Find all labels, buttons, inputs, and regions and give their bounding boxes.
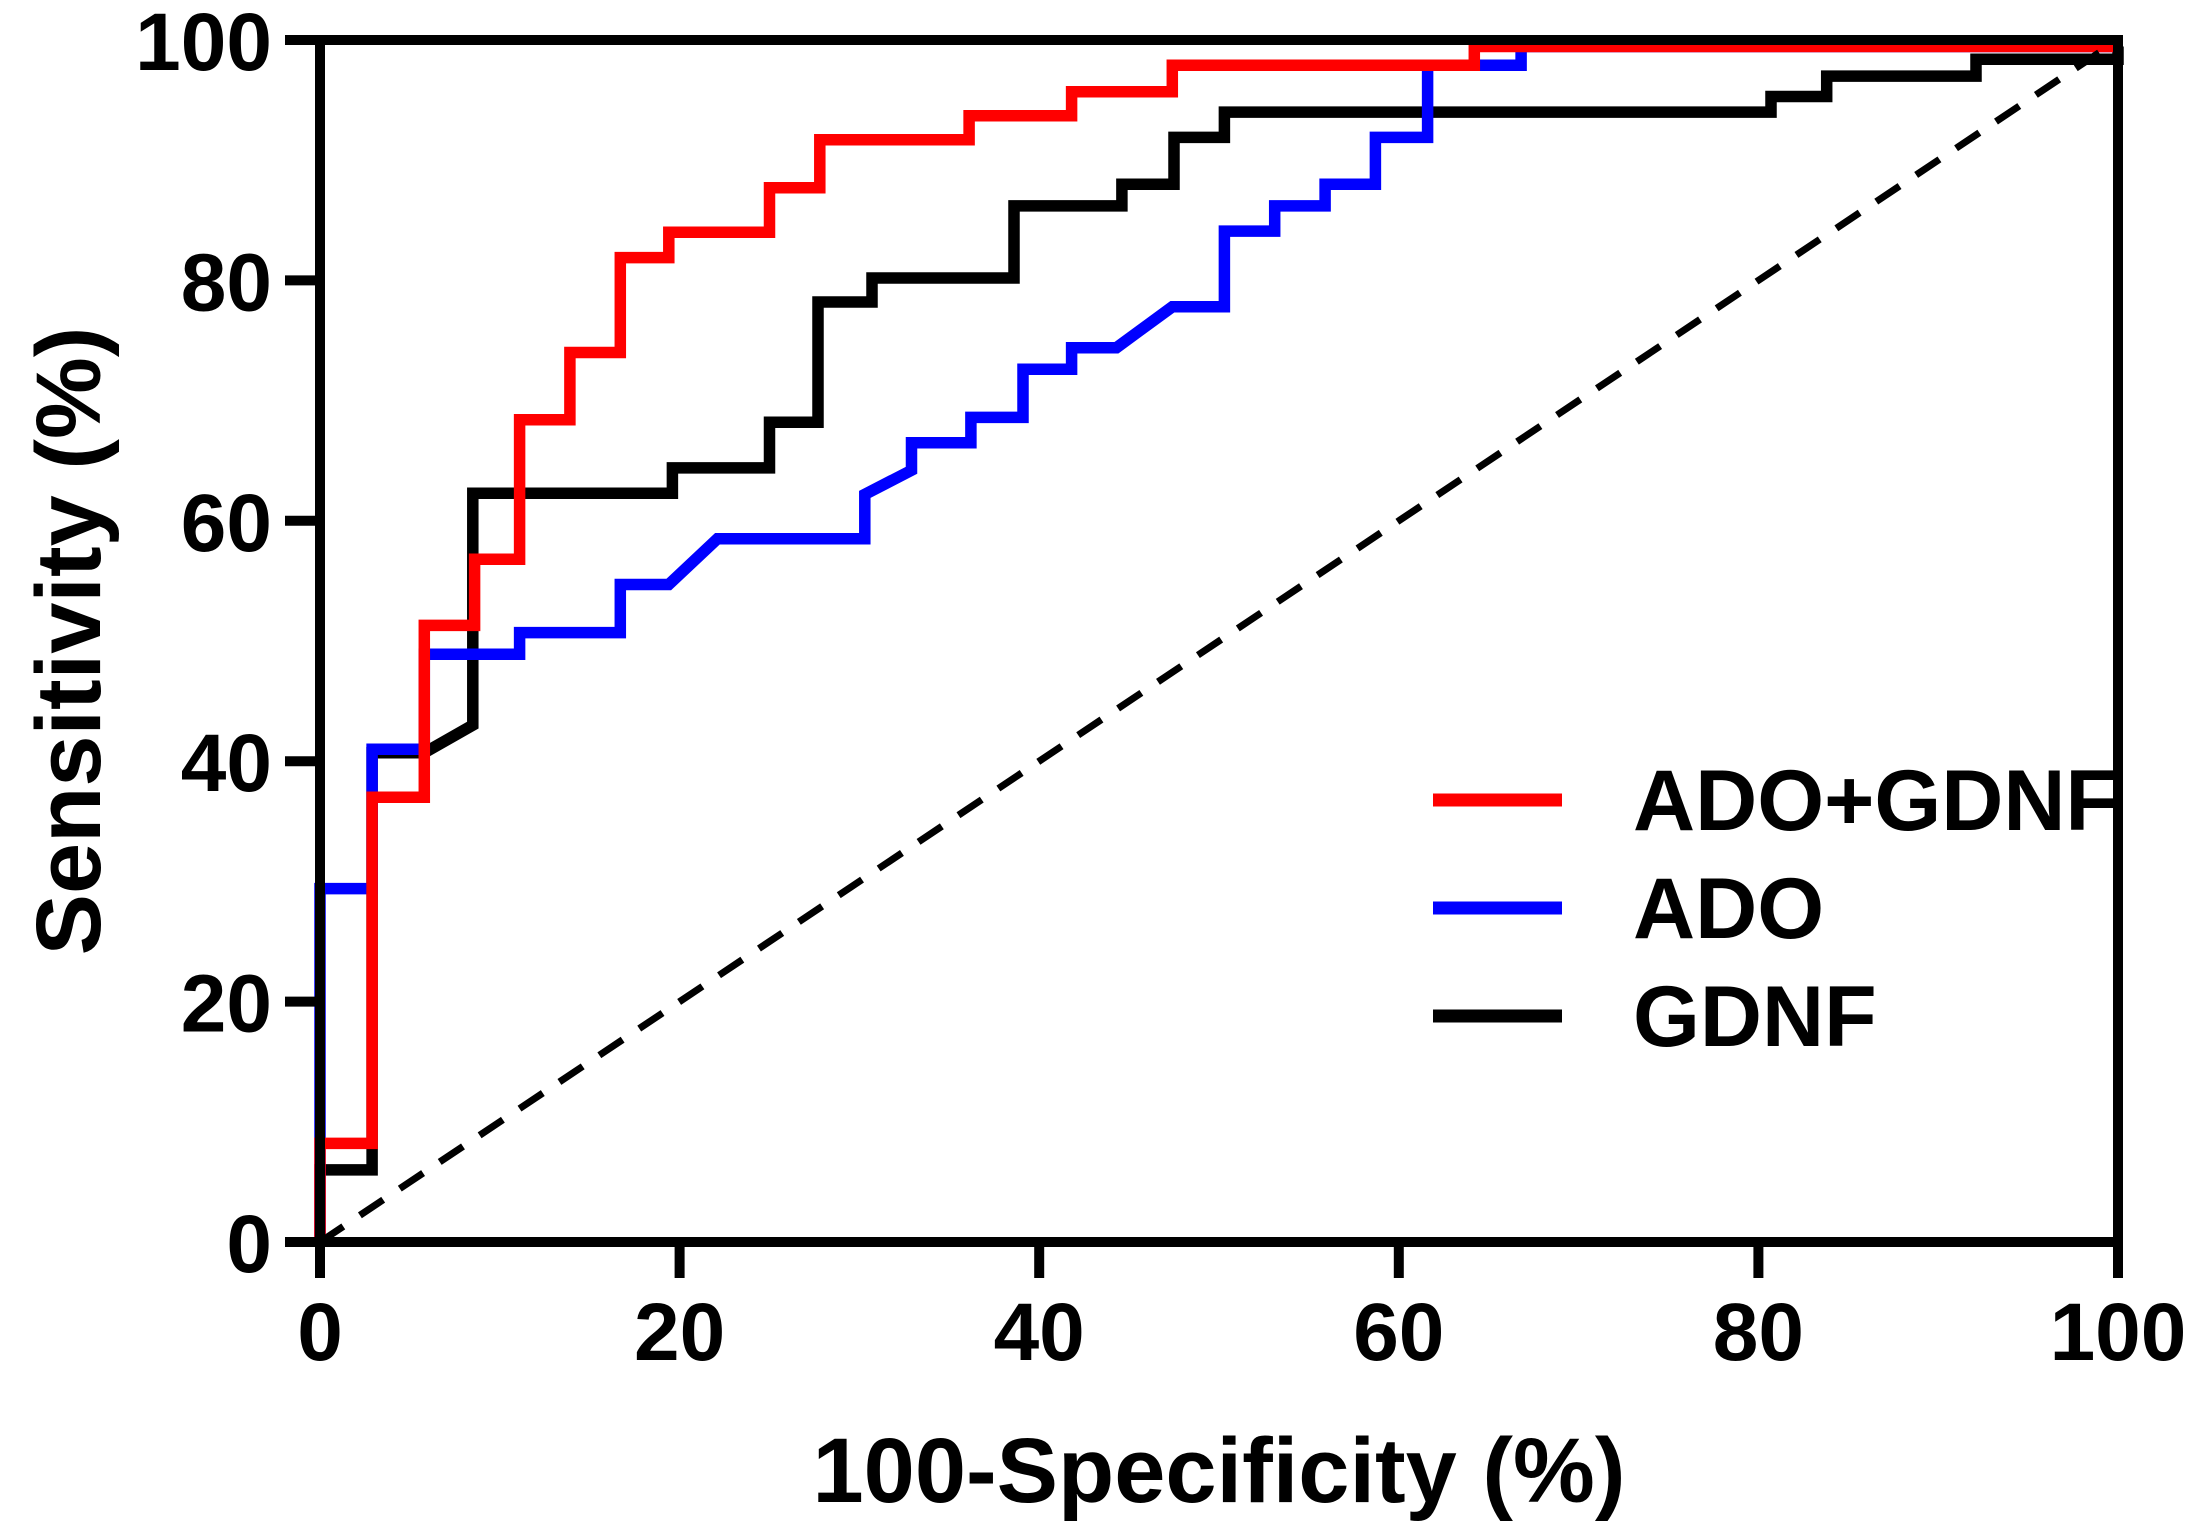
legend-item-ado-gdnf: ADO+GDNF xyxy=(1433,753,2118,849)
x-tick-label-80: 80 xyxy=(1713,1287,1804,1378)
chance-diagonal-line xyxy=(318,37,2120,1245)
x-tick-label-60: 60 xyxy=(1353,1287,1444,1378)
legend-item-ado: ADO xyxy=(1433,861,1824,957)
x-tick-label-40: 40 xyxy=(994,1287,1085,1378)
y-axis-title: Sensitivity (%) xyxy=(18,327,120,956)
legend-label-ado: ADO xyxy=(1633,861,1824,957)
y-tick-label-100: 100 xyxy=(135,0,272,88)
x-tick-label-20: 20 xyxy=(634,1287,725,1378)
y-axis-ticks xyxy=(285,35,320,1247)
legend-item-gdnf: GDNF xyxy=(1433,969,1877,1065)
y-tick-label-60: 60 xyxy=(181,478,272,569)
y-tick-label-80: 80 xyxy=(181,237,272,328)
plot-frame xyxy=(315,35,2123,1247)
x-tick-label-0: 0 xyxy=(297,1287,343,1378)
chance-diagonal xyxy=(318,37,2120,1245)
roc-curve-ado xyxy=(314,40,2118,1242)
legend: ADO+GDNF ADO GDNF xyxy=(1433,753,2118,1065)
y-tick-label-20: 20 xyxy=(181,959,272,1050)
roc-curve-gdnf xyxy=(314,46,2124,1242)
y-tick-label-40: 40 xyxy=(181,718,272,809)
x-tick-label-100: 100 xyxy=(2050,1287,2187,1378)
y-axis-tick-labels: 0 20 40 60 80 100 xyxy=(135,0,272,1290)
roc-curve-ado-gdnf xyxy=(314,40,2118,1242)
x-axis-tick-labels: 0 20 40 60 80 100 xyxy=(297,1287,2186,1378)
roc-curves xyxy=(314,40,2124,1242)
legend-label-gdnf: GDNF xyxy=(1633,969,1877,1065)
legend-label-ado-gdnf: ADO+GDNF xyxy=(1633,753,2118,849)
x-axis-title: 100-Specificity (%) xyxy=(813,1420,1626,1522)
y-tick-label-0: 0 xyxy=(226,1199,272,1290)
x-axis-ticks xyxy=(315,1242,2123,1278)
